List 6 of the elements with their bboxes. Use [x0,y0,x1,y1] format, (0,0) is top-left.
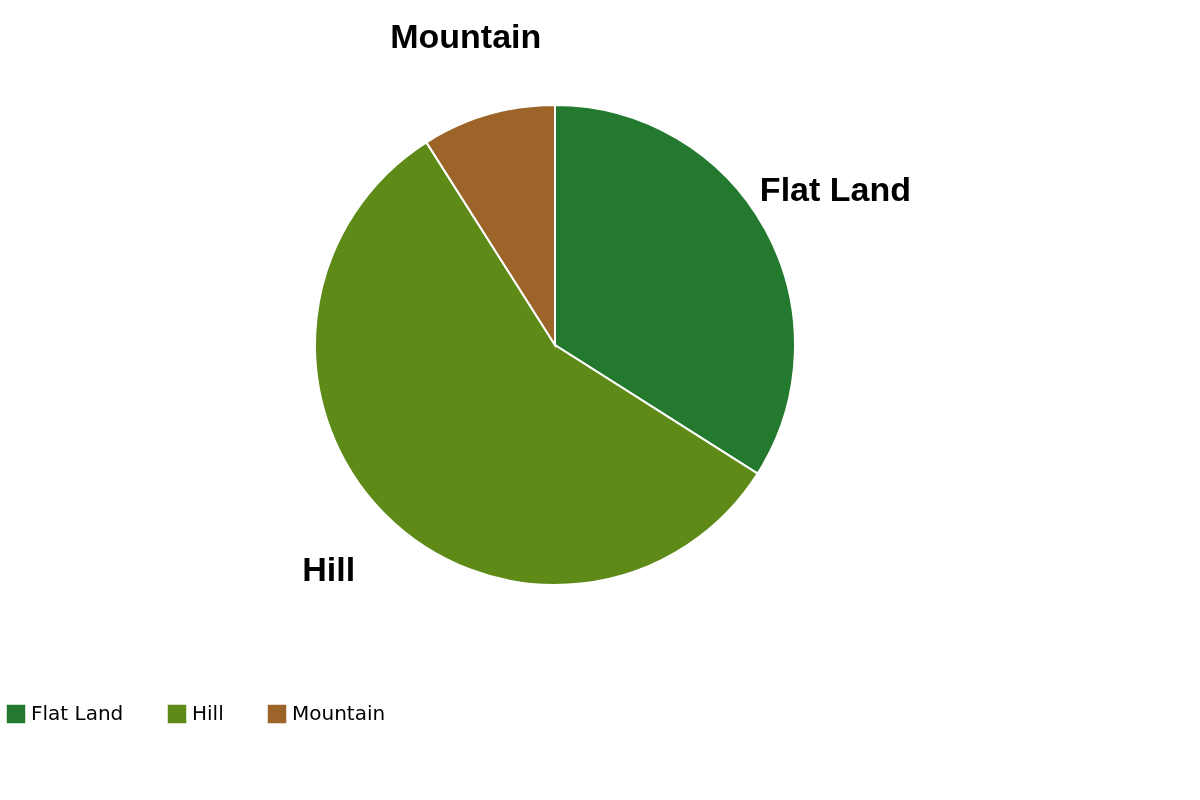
slice-label: Hill [302,550,356,589]
legend-label: Hill [192,701,224,725]
slice-label: Flat Land [759,169,911,208]
slice-label: Mountain [390,16,542,55]
legend-label: Mountain [292,701,386,725]
legend-label: Flat Land [31,701,124,725]
